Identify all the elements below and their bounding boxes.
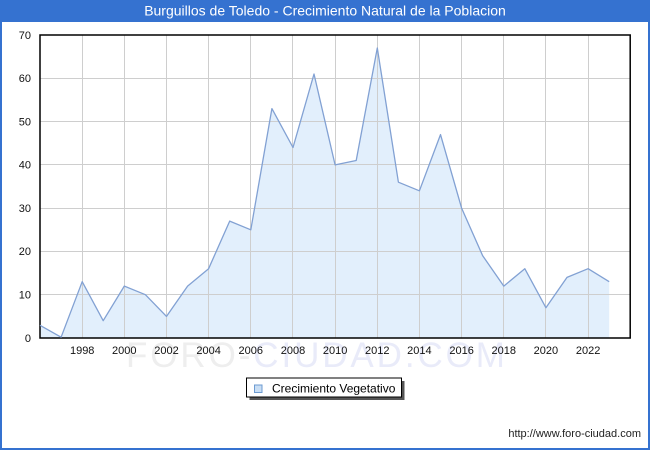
svg-text:2018: 2018 — [492, 345, 516, 357]
svg-text:30: 30 — [19, 203, 31, 215]
svg-text:2000: 2000 — [112, 345, 136, 357]
svg-text:2004: 2004 — [196, 345, 220, 357]
svg-text:40: 40 — [19, 160, 31, 172]
svg-text:2012: 2012 — [365, 345, 389, 357]
svg-text:2002: 2002 — [154, 345, 178, 357]
svg-text:2008: 2008 — [281, 345, 305, 357]
svg-text:2006: 2006 — [239, 345, 263, 357]
svg-text:2020: 2020 — [534, 345, 558, 357]
svg-text:50: 50 — [19, 116, 31, 128]
svg-text:2010: 2010 — [323, 345, 347, 357]
svg-text:20: 20 — [19, 246, 31, 258]
svg-text:2016: 2016 — [449, 345, 473, 357]
svg-text:Crecimiento Vegetativo: Crecimiento Vegetativo — [272, 382, 396, 396]
svg-text:FORO-CIUDAD.COM: FORO-CIUDAD.COM — [126, 336, 508, 375]
svg-text:2014: 2014 — [407, 345, 431, 357]
svg-text:60: 60 — [19, 73, 31, 85]
svg-text:70: 70 — [19, 30, 31, 42]
svg-text:Burguillos de Toledo - Crecimi: Burguillos de Toledo - Crecimiento Natur… — [144, 3, 506, 19]
svg-text:10: 10 — [19, 290, 31, 302]
svg-text:1998: 1998 — [70, 345, 94, 357]
svg-text:0: 0 — [25, 333, 31, 345]
svg-text:2022: 2022 — [576, 345, 600, 357]
svg-text:http://www.foro-ciudad.com: http://www.foro-ciudad.com — [508, 428, 641, 440]
